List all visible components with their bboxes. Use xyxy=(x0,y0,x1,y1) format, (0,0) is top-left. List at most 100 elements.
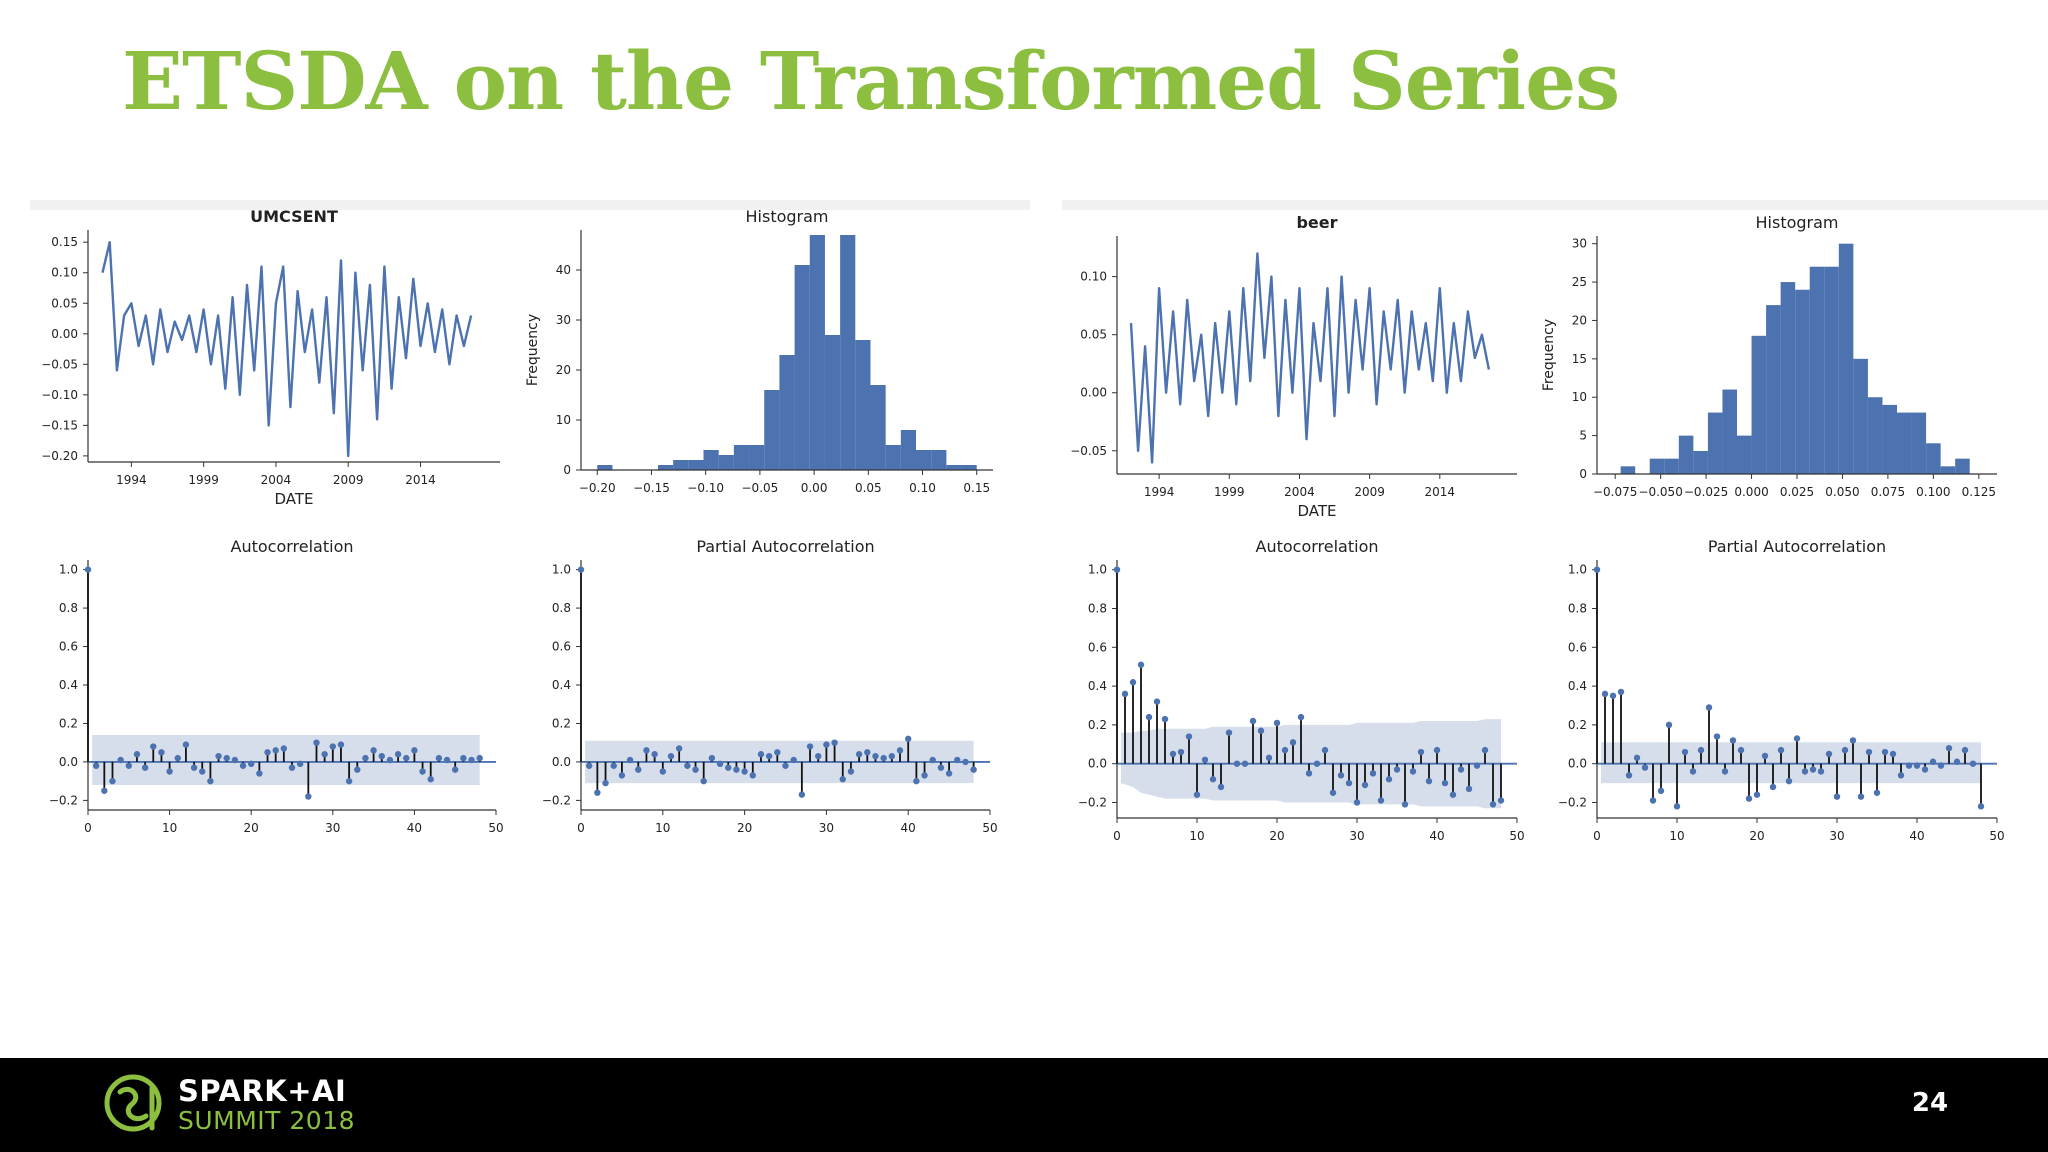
stem-marker xyxy=(880,754,887,762)
stem-marker xyxy=(1665,721,1673,729)
stem-marker xyxy=(1161,715,1169,723)
histogram-bar xyxy=(1926,443,1941,474)
x-tick-label: 1999 xyxy=(1214,485,1245,499)
y-tick-label: 0.0 xyxy=(1568,757,1587,771)
x-tick-label: 20 xyxy=(244,821,259,835)
x-tick-label: 30 xyxy=(1349,829,1364,843)
x-tick-label: 0.00 xyxy=(801,481,828,495)
stem-marker xyxy=(913,777,920,785)
stem-marker xyxy=(1929,758,1937,765)
stem-marker xyxy=(782,762,789,769)
stem-marker xyxy=(725,764,732,771)
y-tick-label: −0.15 xyxy=(41,418,78,432)
y-tick-label: 25 xyxy=(1572,275,1587,289)
spark-ai-logo-icon xyxy=(104,1074,162,1132)
stem-marker xyxy=(1329,789,1337,796)
stem-marker xyxy=(1721,768,1729,775)
x-tick-label: −0.20 xyxy=(579,481,616,495)
histogram-bar xyxy=(809,235,825,470)
y-tick-label: 10 xyxy=(556,413,571,427)
stem-marker xyxy=(1449,791,1457,798)
stem-marker xyxy=(321,751,328,758)
x-tick-label: 40 xyxy=(407,821,422,835)
y-tick-label: 0.6 xyxy=(1088,640,1107,654)
x-tick-label: 1994 xyxy=(1144,485,1175,499)
stem-marker xyxy=(602,779,609,787)
histogram-bar xyxy=(657,465,674,470)
y-tick-label: 0.00 xyxy=(1080,386,1107,400)
x-tick-label: 30 xyxy=(819,821,834,835)
stem-marker xyxy=(1953,758,1961,765)
stem-marker xyxy=(1233,760,1241,767)
histogram-bar xyxy=(1882,404,1897,474)
stem-marker xyxy=(1177,748,1185,756)
x-tick-label: 50 xyxy=(1989,829,2004,843)
stem-marker xyxy=(700,777,707,785)
y-tick-label: 1.0 xyxy=(59,563,78,577)
stem-marker xyxy=(929,756,936,764)
stem-marker xyxy=(1809,766,1817,773)
stem-marker xyxy=(1593,566,1601,573)
histogram-bar xyxy=(1853,358,1868,474)
stem-marker xyxy=(1361,781,1369,789)
stem-marker xyxy=(1409,768,1417,775)
stem-marker xyxy=(937,764,945,771)
stem-marker xyxy=(1281,746,1289,754)
stem-marker xyxy=(1257,727,1265,734)
stem-marker xyxy=(1833,793,1841,800)
x-tick-label: 0 xyxy=(577,821,585,835)
stem-marker xyxy=(1785,777,1793,785)
y-tick-label: 1.0 xyxy=(552,563,571,577)
stem-marker xyxy=(345,777,353,785)
y-tick-label: 0.8 xyxy=(552,601,571,615)
stem-marker xyxy=(1297,713,1305,721)
stem-marker xyxy=(905,735,912,743)
x-tick-label: 0.125 xyxy=(1962,485,1996,499)
y-tick-label: −0.2 xyxy=(1078,795,1107,809)
stem-marker xyxy=(798,791,806,798)
stem-marker xyxy=(305,793,312,800)
stem-marker xyxy=(1825,750,1833,758)
stem-marker xyxy=(427,776,434,783)
stem-marker xyxy=(1249,717,1257,725)
histogram-bar xyxy=(1897,412,1912,474)
stem-marker xyxy=(1857,793,1865,800)
x-tick-label: 2009 xyxy=(333,473,364,487)
stem-marker xyxy=(1305,770,1313,777)
page-number: 24 xyxy=(1911,1088,1949,1118)
histogram-bar xyxy=(673,460,689,470)
stem-marker xyxy=(585,762,593,769)
y-tick-label: 0.8 xyxy=(59,601,78,615)
histogram-bar xyxy=(1780,282,1796,474)
x-tick-label: 10 xyxy=(1669,829,1684,843)
stem-marker xyxy=(460,754,467,762)
stem-marker xyxy=(337,741,345,748)
chart-6: Autocorrelation 1.0 0.8 0.6 0.4 0.2 0.0 −0.2 0 10… xyxy=(1078,537,1525,843)
y-tick-label: 0.6 xyxy=(552,640,571,654)
histogram-bar xyxy=(1824,266,1839,474)
histogram-bar xyxy=(1664,458,1679,474)
stem-marker xyxy=(1193,791,1201,798)
histogram-bar xyxy=(718,455,734,470)
slide-title: ETSDA on the Transformed Series xyxy=(122,34,1620,128)
stem-marker xyxy=(1217,783,1225,791)
stem-marker xyxy=(1865,748,1873,756)
y-tick-label: 0.4 xyxy=(1568,679,1587,693)
stem-marker xyxy=(1753,791,1761,798)
x-axis-label: DATE xyxy=(1297,502,1336,520)
stem-marker xyxy=(117,756,124,764)
y-tick-label: 0.6 xyxy=(59,640,78,654)
y-tick-label: 0.2 xyxy=(552,716,571,730)
stem-marker xyxy=(1353,799,1361,806)
stem-marker xyxy=(733,766,740,773)
y-tick-label: 0.0 xyxy=(1088,757,1107,771)
umcsent-figure-panel: UMCSENT DATE 0.15 0.10 0.05 0.00 −0.05 −0.10 −0.… xyxy=(30,200,1030,850)
stem-marker xyxy=(370,747,377,754)
stem-marker xyxy=(1401,801,1409,808)
x-tick-label: 0.15 xyxy=(963,481,990,495)
stem-marker xyxy=(954,756,961,764)
histogram-bar xyxy=(733,445,750,470)
histogram-bar xyxy=(1707,412,1723,474)
x-tick-label: 50 xyxy=(982,821,997,835)
stem-marker xyxy=(1977,803,1985,810)
